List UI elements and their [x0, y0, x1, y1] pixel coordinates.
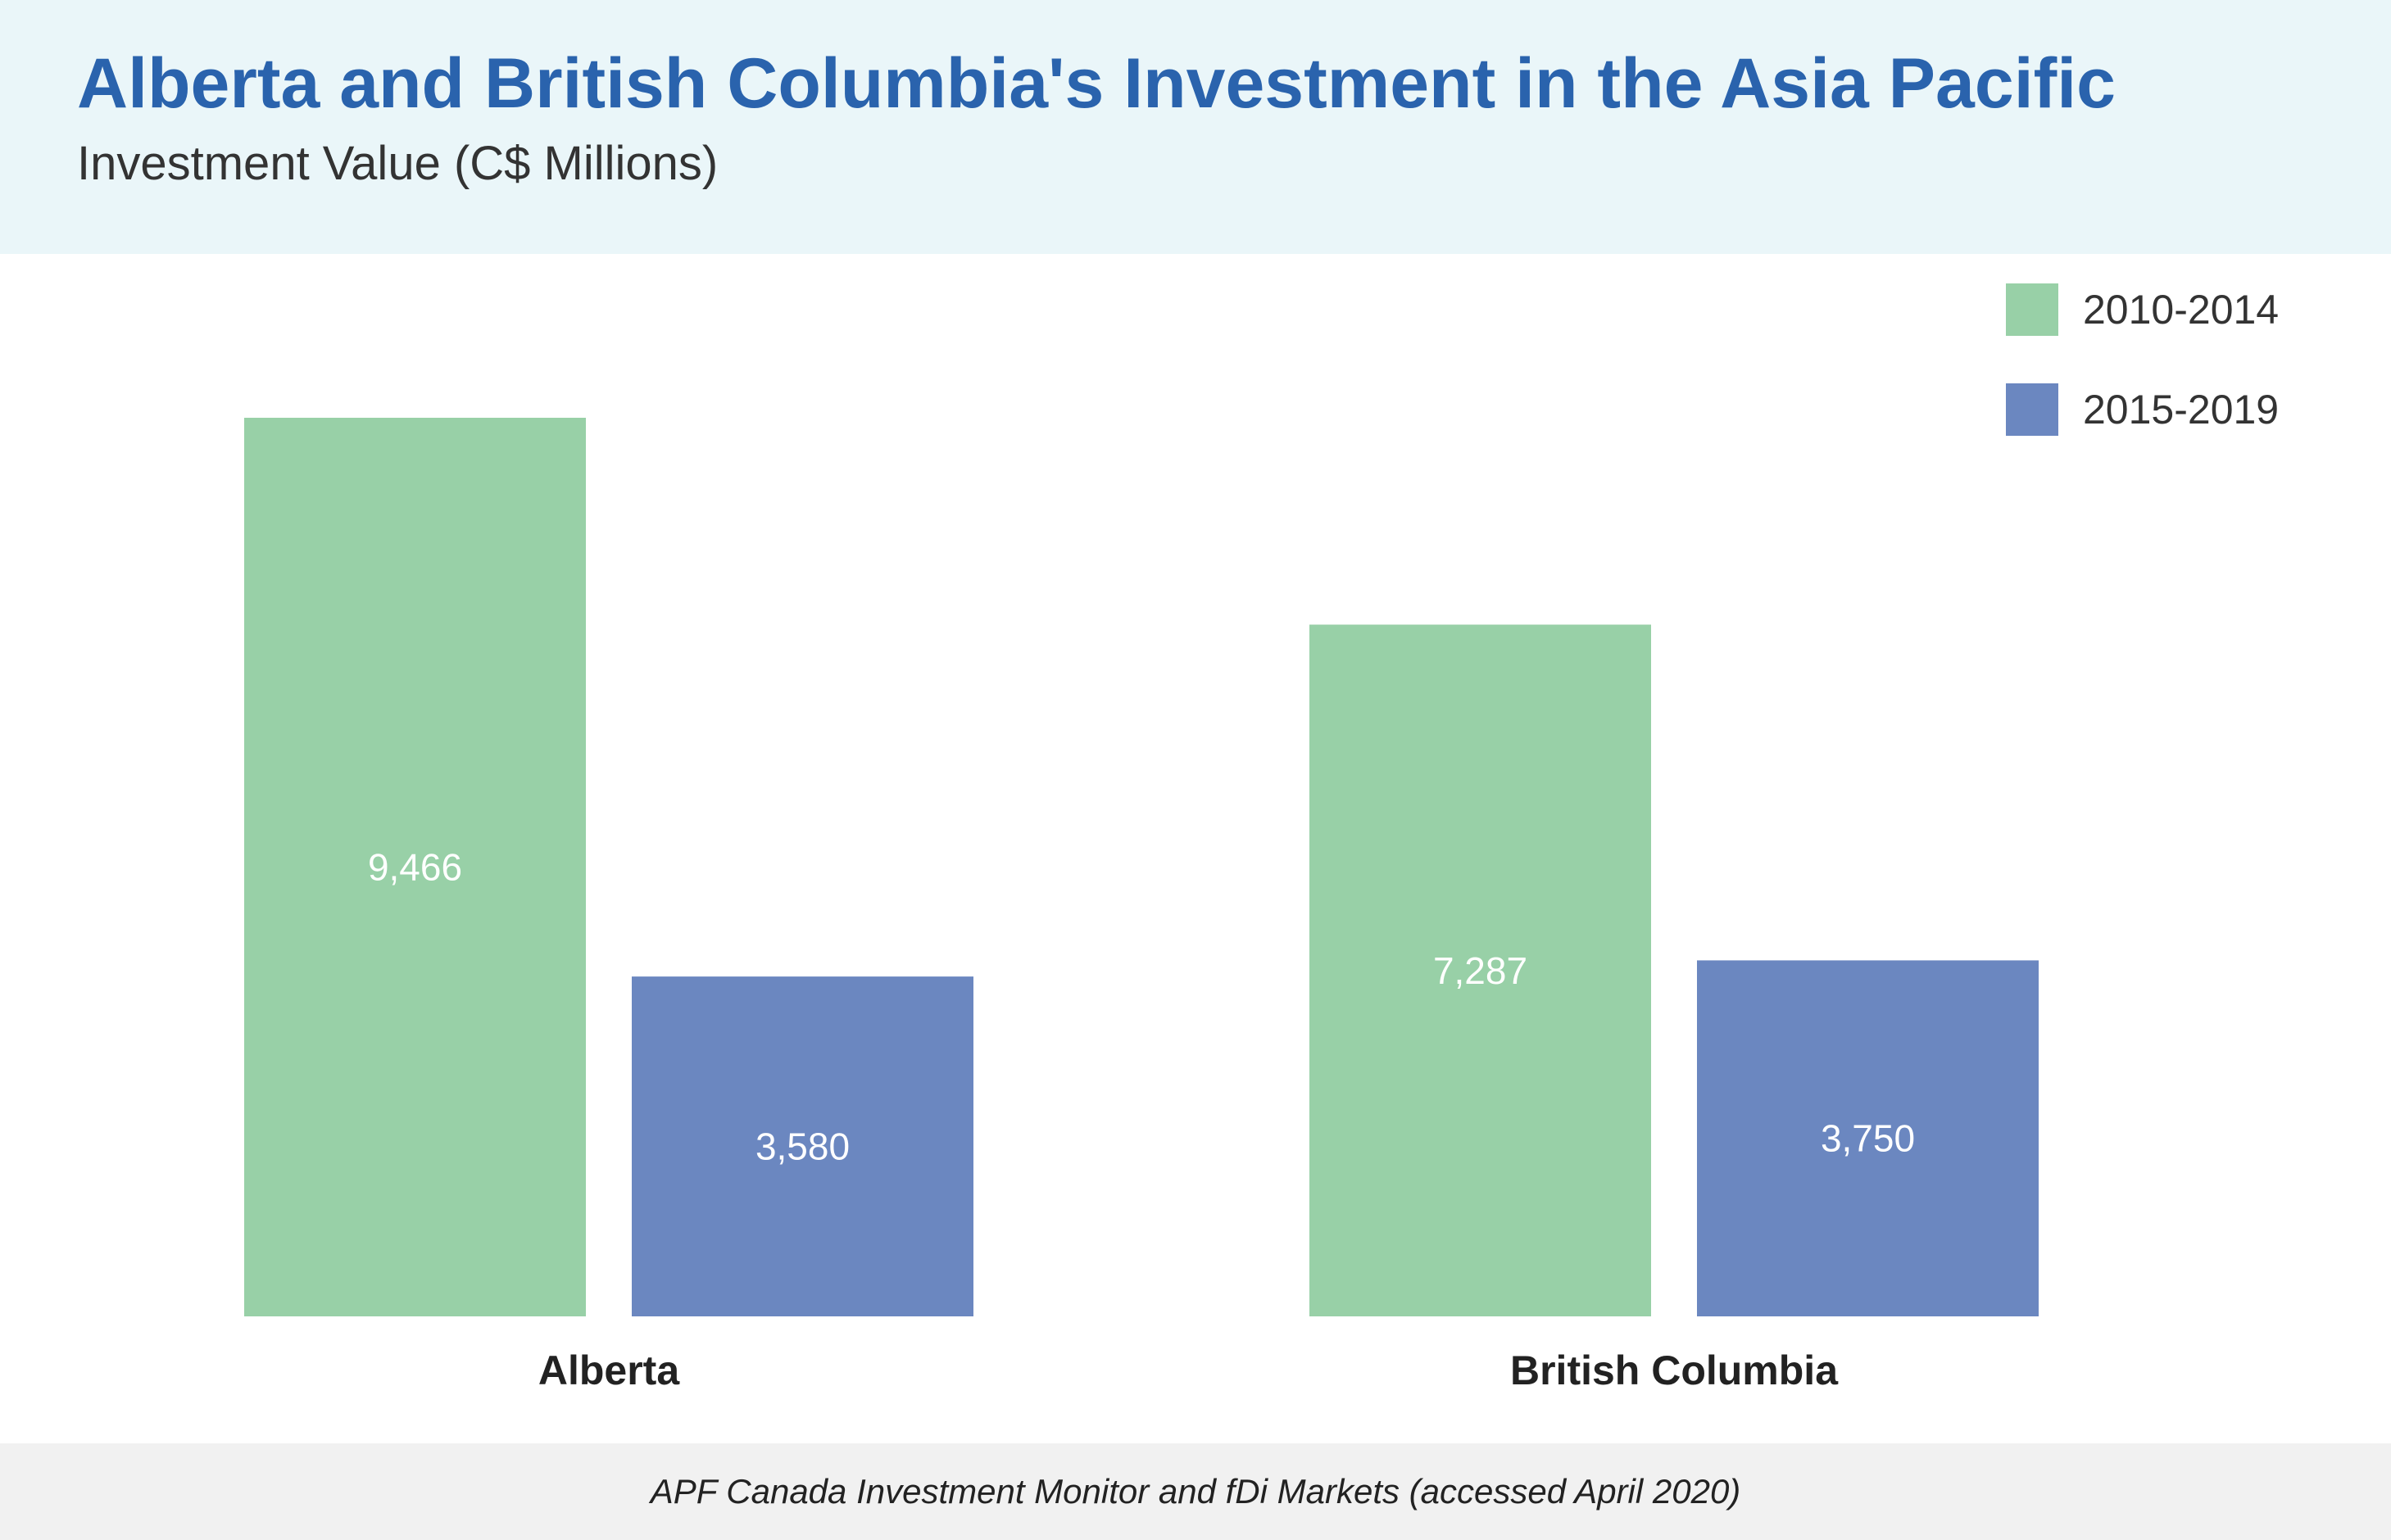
legend-label-2010-2014: 2010-2014: [2083, 287, 2280, 333]
data-label-british-columbia-2015-2019: 3,750: [1821, 1117, 1915, 1160]
bar-chart: 9,466 3,580 Alberta 7,287 3,750 British Colum…: [244, 418, 2039, 1393]
bar-british-columbia-2010-2014: [1309, 624, 1651, 1316]
legend-swatch-2015-2019: [2006, 383, 2058, 436]
footer-source-bar: APF Canada Investment Monitor and fDi Ma…: [0, 1443, 2391, 1540]
source-note: APF Canada Investment Monitor and fDi Ma…: [650, 1472, 1741, 1511]
data-label-alberta-2015-2019: 3,580: [755, 1126, 850, 1168]
bar-british-columbia-2015-2019: [1697, 960, 2039, 1316]
chart-area: 9,466 3,580 Alberta 7,287 3,750 British Colum…: [0, 254, 2391, 1443]
bar-alberta-2015-2019: [632, 976, 973, 1316]
legend-swatch-2010-2014: [2006, 283, 2058, 336]
legend-item-2010-2014: 2010-2014: [2006, 283, 2317, 336]
chart-subtitle: Investment Value (C$ Millions): [77, 137, 719, 190]
category-label-alberta: Alberta: [538, 1348, 680, 1393]
legend: 2010-2014 2015-2019: [2006, 283, 2317, 483]
category-label-british-columbia: British Columbia: [1510, 1348, 1839, 1393]
chart-title: Alberta and British Columbia's Investmen…: [77, 44, 2116, 123]
legend-item-2015-2019: 2015-2019: [2006, 383, 2317, 436]
data-label-alberta-2010-2014: 9,466: [368, 846, 462, 889]
legend-label-2015-2019: 2015-2019: [2083, 387, 2280, 433]
header-banner: Alberta and British Columbia's Investmen…: [0, 0, 2391, 254]
bar-alberta-2010-2014: [244, 418, 586, 1316]
data-label-british-columbia-2010-2014: 7,287: [1433, 949, 1527, 992]
